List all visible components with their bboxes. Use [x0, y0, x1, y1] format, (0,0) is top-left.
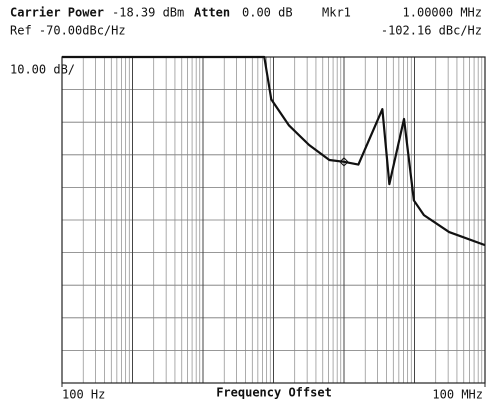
marker: [339, 157, 349, 167]
marker-name: Mkr1: [322, 6, 351, 20]
carrier-value: -18.39 dBm: [112, 6, 184, 20]
scale: 10.00 dB/: [10, 63, 75, 77]
plot-frame: [61, 56, 486, 384]
x-tick-label: 100 MHz: [432, 388, 483, 402]
ref-level: Ref -70.00dBc/Hz: [10, 24, 126, 38]
carrier-label: Carrier Power: [10, 6, 104, 20]
trace: [62, 55, 486, 247]
marker-x: 1.00000 MHz: [403, 6, 482, 20]
atten-label: Atten: [194, 6, 230, 20]
marker-y: -102.16 dBc/Hz: [381, 24, 482, 38]
x-tick-label: 100 Hz: [62, 388, 105, 402]
atten-value: 0.00 dB: [242, 6, 293, 20]
x-axis-label: Frequency Offset: [216, 386, 332, 400]
